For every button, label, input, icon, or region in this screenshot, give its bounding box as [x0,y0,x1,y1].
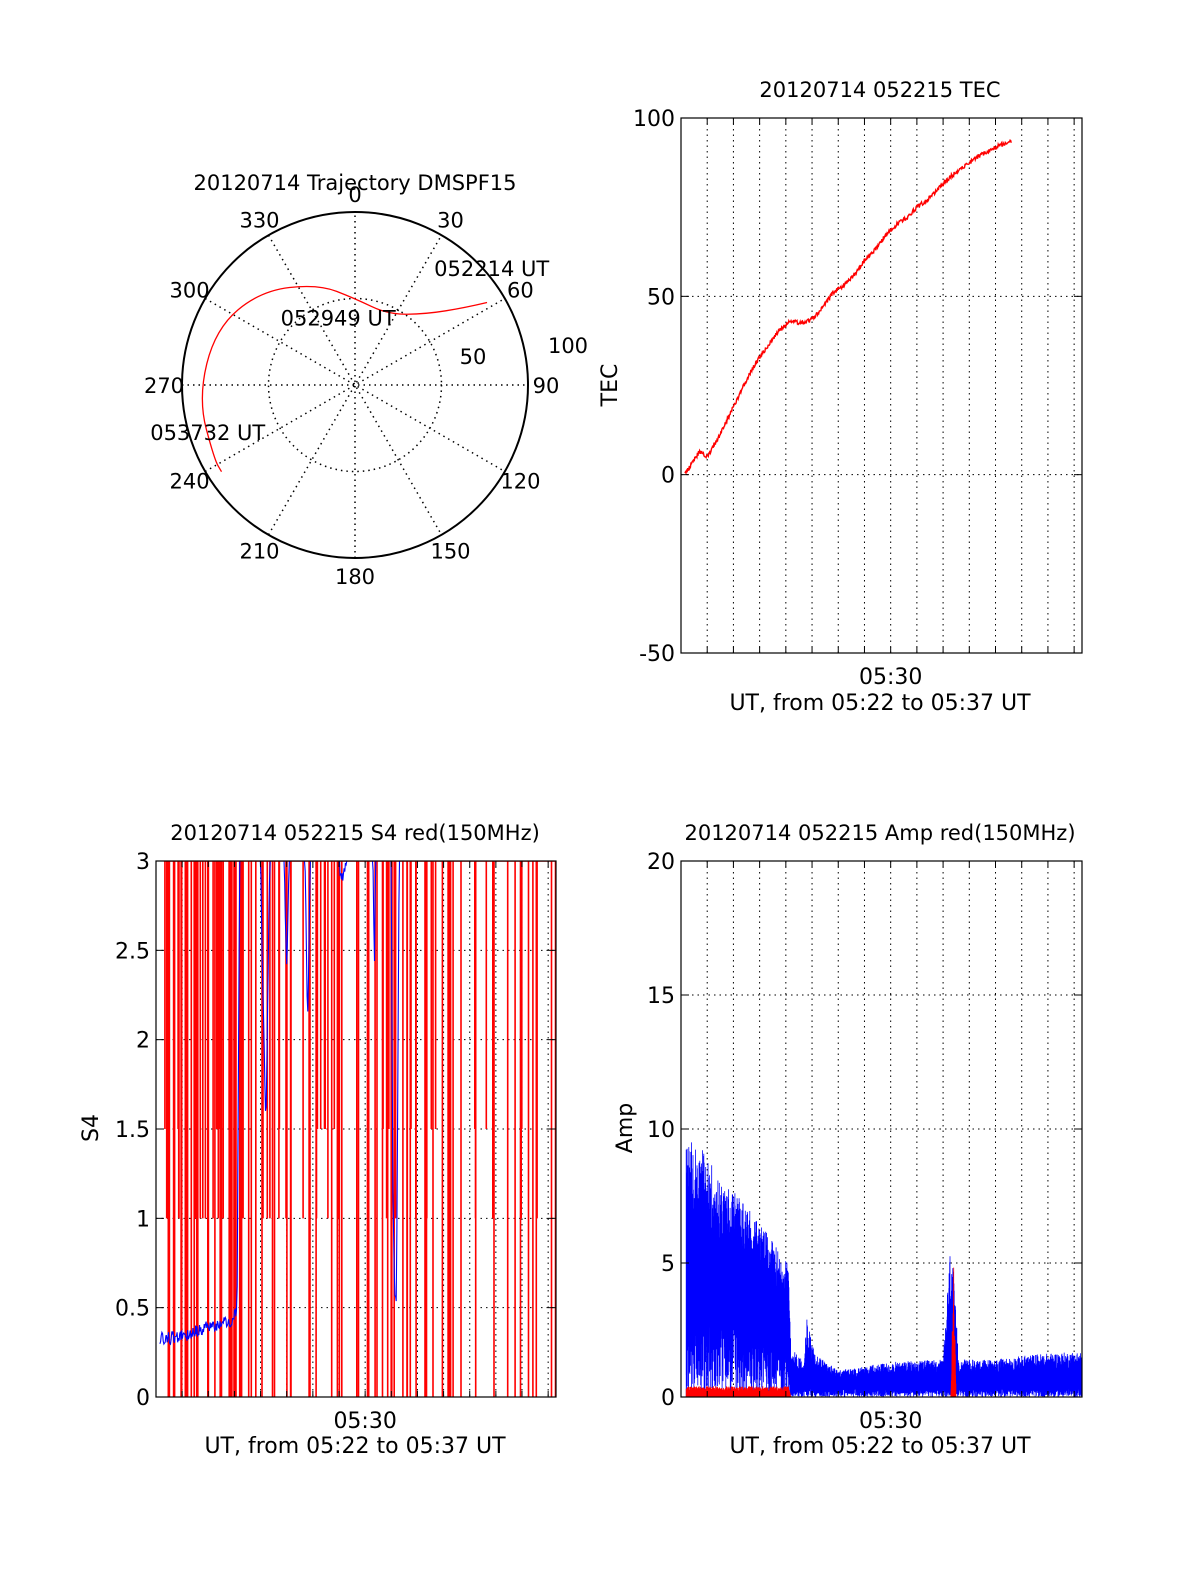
series-group [684,139,1012,476]
y-tick-label: 3 [136,850,150,875]
tec-chart: 20120714 052215 TEC UT, from 05:22 to 05… [598,78,1083,716]
tick-labels: 0 0.5 1 1.5 2 2.5 3 05:30 [115,850,397,1434]
s4-chart: 20120714 052215 S4 red(150MHz) UT, from … [79,821,557,1459]
amp-chart: 20120714 052215 Amp red(150MHz) UT, from… [613,821,1083,1459]
tec-ylabel: TEC [598,364,623,408]
tec-title: 20120714 052215 TEC [759,78,1000,102]
polar-spoke [267,234,443,536]
tec-xlabel: UT, from 05:22 to 05:37 UT [729,691,1031,716]
y-tick-label: 1.5 [115,1118,150,1143]
tick-marks [680,117,1082,654]
polar-radial-label: 100 [548,334,588,358]
polar-angle-label: 60 [507,279,534,303]
plot-frame [680,117,1083,654]
y-tick-label: 100 [633,107,675,132]
y-tick-label: 1 [136,1207,150,1232]
polar-angle-label: 90 [533,374,560,398]
trajectory-path [201,285,488,473]
polar-angle-label: 150 [430,539,470,563]
s4-xlabel: UT, from 05:22 to 05:37 UT [204,1434,506,1459]
polar-angle-label: 300 [170,279,210,303]
s4-blue-series [159,861,556,1346]
y-tick-label: 10 [647,1118,675,1143]
trajectory-polar-chart: 20120714 Trajectory DMSPF15 0 30 60 90 120 15… [144,171,588,589]
series-group [685,1142,1082,1397]
polar-title: 20120714 Trajectory DMSPF15 [193,171,516,195]
polar-angle-label: 180 [335,565,375,589]
y-tick-label: 0 [661,464,675,489]
trajectory-time-label: 052949 UT [281,306,396,330]
polar-radial-labels: 50 100 [460,334,588,369]
y-tick-label: 15 [647,984,675,1009]
polar-radial-label: 50 [460,345,487,369]
y-tick-label: 0.5 [115,1297,150,1322]
series-group [159,861,556,1397]
y-tick-label: 0 [136,1386,150,1411]
s4-title: 20120714 052215 S4 red(150MHz) [170,821,540,845]
tick-marks [680,860,1082,1398]
amp-xlabel: UT, from 05:22 to 05:37 UT [729,1434,1031,1459]
s4-ylabel: S4 [79,1114,104,1142]
y-tick-label: -50 [639,642,675,667]
y-tick-label: 5 [661,1252,675,1277]
y-tick-label: 2.5 [115,939,150,964]
tec-series [684,139,1012,476]
x-tick-label: 05:30 [859,1409,922,1434]
tick-labels: -50 0 50 100 05:30 [633,107,922,690]
trajectory-line [201,285,488,473]
x-tick-label: 05:30 [333,1409,396,1434]
y-tick-label: 0 [661,1386,675,1411]
polar-spoke [267,234,443,536]
tick-labels: 0 5 10 15 20 05:30 [647,850,922,1434]
polar-angle-label: 120 [500,470,540,494]
trajectory-time-label: 053732 UT [150,421,265,445]
y-tick-label: 2 [136,1029,150,1054]
x-tick-label: 05:30 [859,665,922,690]
polar-angle-label: 330 [239,209,279,233]
polar-angle-labels: 0 30 60 90 120 150 180 210 240 270 300 330 [144,183,559,589]
trajectory-time-label: 052214 UT [434,257,549,281]
y-tick-label: 20 [647,850,675,875]
amp-series [685,1142,1082,1397]
polar-angle-label: 30 [437,209,464,233]
polar-angle-label: 240 [170,470,210,494]
tick-marks [155,860,556,1398]
polar-grid [181,211,529,559]
amp-ylabel: Amp [613,1103,638,1153]
polar-angle-label: 210 [239,539,279,563]
polar-angle-label: 270 [144,374,184,398]
polar-angle-label: 0 [348,183,361,207]
y-tick-label: 50 [647,285,675,310]
grid-lines [680,117,1082,654]
trajectory-annotations: 052214 UT 052949 UT 053732 UT [150,257,549,445]
amp-title: 20120714 052215 Amp red(150MHz) [684,821,1075,845]
amp-series [685,1267,1082,1397]
s4-red-series [163,861,556,1397]
